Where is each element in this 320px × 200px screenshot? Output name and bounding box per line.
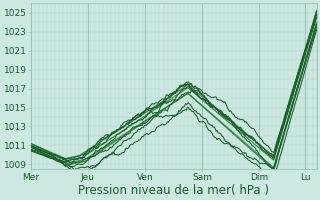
X-axis label: Pression niveau de la mer( hPa ): Pression niveau de la mer( hPa ): [78, 184, 269, 197]
